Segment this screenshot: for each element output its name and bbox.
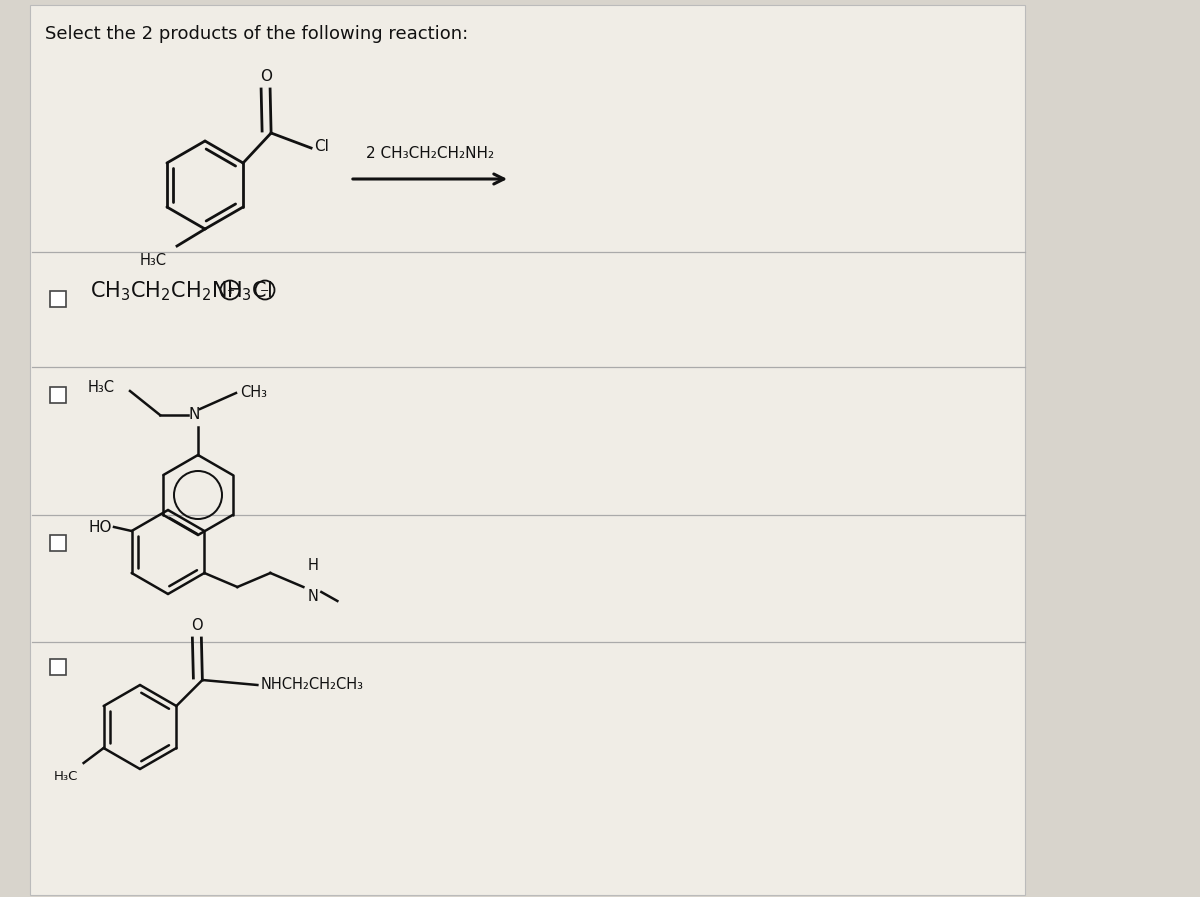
Text: H₃C: H₃C [53, 770, 78, 783]
FancyBboxPatch shape [30, 5, 1025, 895]
Text: H₃C: H₃C [88, 379, 115, 395]
Text: H₃C: H₃C [140, 253, 167, 268]
Text: HO: HO [88, 519, 112, 535]
Text: CH$_3$CH$_2$CH$_2$NH$_3$Cl: CH$_3$CH$_2$CH$_2$NH$_3$Cl [90, 279, 272, 303]
Text: N: N [190, 406, 200, 422]
Bar [50, 387, 66, 403]
Text: +: + [226, 286, 234, 296]
Text: −: − [260, 286, 270, 296]
Text: NHCH₂CH₂CH₃: NHCH₂CH₂CH₃ [260, 676, 364, 692]
Bar [50, 291, 66, 307]
Text: H: H [307, 558, 318, 573]
Text: O: O [260, 69, 272, 84]
Text: Select the 2 products of the following reaction:: Select the 2 products of the following r… [46, 25, 468, 43]
Text: Cl: Cl [314, 138, 329, 153]
Text: O: O [192, 618, 203, 633]
Bar [50, 659, 66, 675]
Text: N: N [307, 589, 318, 604]
Text: CH₃: CH₃ [240, 385, 266, 399]
Bar [50, 535, 66, 551]
Text: 2 CH₃CH₂CH₂NH₂: 2 CH₃CH₂CH₂NH₂ [366, 146, 494, 161]
